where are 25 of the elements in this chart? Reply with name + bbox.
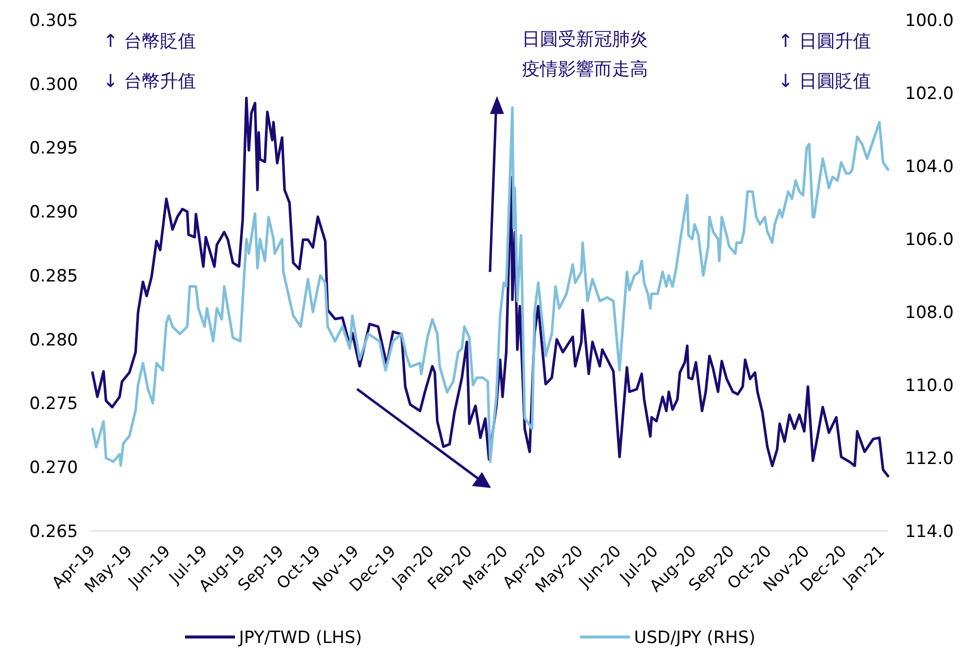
y2-tick-label: 114.0 [905,522,954,542]
y-tick-label: 0.285 [29,266,78,286]
y-tick-label: 0.295 [29,138,78,159]
annotation: ↓ 台幣升值 [103,71,196,92]
y2-tick-label: 104.0 [905,156,954,177]
y-tick-label: 0.265 [29,522,78,542]
annotation: ↓ 日圓貶值 [778,71,871,92]
annotation: ↑ 日圓升值 [778,31,871,52]
y2-tick-label: 110.0 [905,376,954,396]
y-tick-label: 0.275 [29,394,78,414]
y-tick-label: 0.305 [29,10,78,31]
y-tick-label: 0.290 [29,202,78,223]
y-tick-label: 0.280 [29,330,78,350]
y2-tick-label: 100.0 [905,10,954,31]
legend-label: JPY/TWD (LHS) [238,628,362,648]
annotation: ↑ 台幣貶值 [103,31,196,52]
y2-tick-label: 102.0 [905,84,954,104]
y2-tick-label: 112.0 [905,448,954,469]
legend-label: USD/JPY (RHS) [634,628,756,648]
y-tick-label: 0.300 [29,74,78,95]
y2-tick-label: 108.0 [905,302,954,323]
annotation: 日圓受新冠肺炎 [522,29,648,50]
y2-tick-label: 106.0 [905,230,954,250]
annotation: 疫情影響而走高 [522,59,648,80]
y-tick-label: 0.270 [29,458,78,478]
